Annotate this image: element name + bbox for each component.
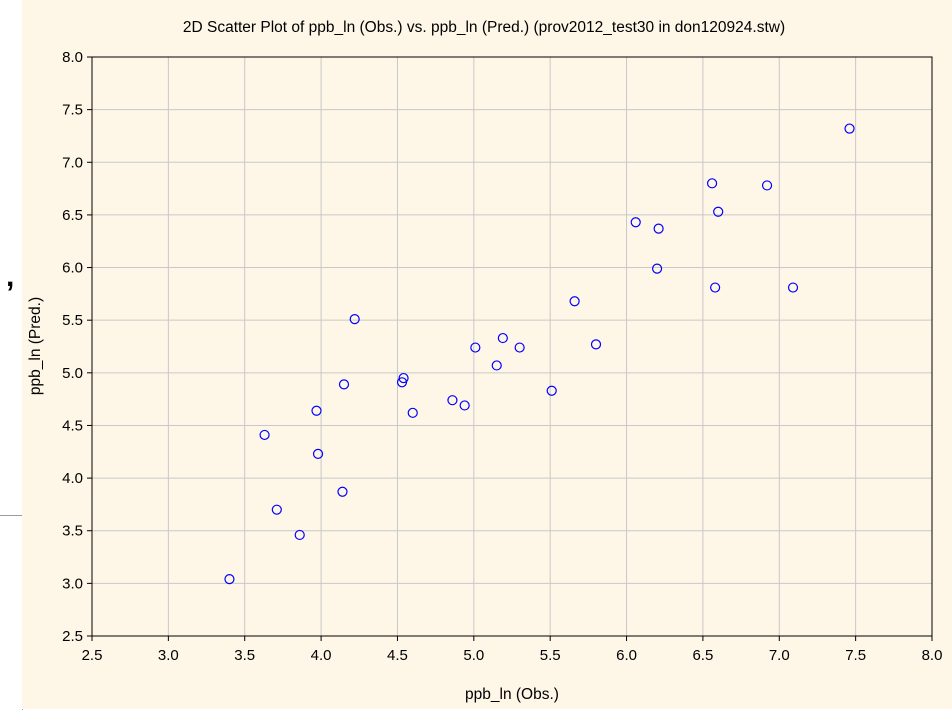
scatter-point [491, 360, 502, 371]
x-tick-label: 4.5 [387, 647, 408, 664]
scatter-point [844, 123, 855, 134]
x-tick-label: 7.0 [769, 647, 790, 664]
x-tick-label: 3.5 [234, 647, 255, 664]
scatter-point [497, 332, 508, 344]
chart-grid [92, 57, 932, 636]
x-tick-label: 4.0 [311, 647, 332, 664]
scatter-point [651, 263, 663, 274]
scatter-point [294, 529, 305, 541]
scatter-chart-panel [22, 0, 952, 709]
scatter-point [706, 178, 718, 189]
scatter-point [337, 486, 348, 497]
scatter-point [514, 342, 525, 353]
x-tick-label: 5.0 [463, 647, 484, 664]
y-tick-label: 6.5 [62, 207, 83, 224]
scatter-point [470, 342, 481, 353]
x-tick-label: 2.5 [82, 647, 103, 664]
scatter-point [569, 296, 580, 307]
scatter-point [459, 400, 470, 411]
x-tick-label: 6.5 [692, 647, 713, 664]
scatter-point [713, 206, 724, 217]
x-axis-label: ppb_ln (Obs.) [465, 686, 559, 703]
scatter-point [349, 314, 360, 325]
y-tick-label: 3.0 [62, 575, 83, 592]
scatter-point [407, 407, 418, 418]
y-tick-label: 6.0 [62, 260, 83, 277]
chart-title: 2D Scatter Plot of ppb_ln (Obs.) vs. ppb… [183, 19, 785, 36]
y-tick-label: 8.0 [62, 49, 83, 66]
scatter-point [311, 405, 322, 416]
x-tick-label: 7.5 [845, 647, 866, 664]
scatter-point [338, 379, 350, 390]
scatter-point [546, 385, 557, 396]
y-tick-label: 5.0 [62, 365, 83, 382]
y-axis-label: ppb_ln (Pred.) [27, 297, 44, 395]
x-tick-label: 5.5 [540, 647, 561, 664]
x-tick-label: 3.0 [158, 647, 179, 664]
scatter-point [630, 217, 641, 228]
y-tick-label: 7.0 [62, 154, 83, 171]
scatter-point [653, 223, 664, 234]
y-tick-label: 4.5 [62, 417, 83, 434]
scatter-point [398, 372, 409, 384]
data-points [224, 123, 855, 585]
x-tick-label: 8.0 [922, 647, 943, 664]
scatter-point [447, 395, 458, 406]
scatter-point [761, 180, 773, 191]
y-tick-label: 2.5 [62, 628, 83, 645]
scatter-point [396, 377, 408, 388]
x-axis-tick-labels: 2.5 3.0 3.5 4.0 4.5 5.0 5.5 6.0 6.5 7.0 7.5 8.0 [82, 647, 943, 664]
x-tick-label: 6.0 [616, 647, 637, 664]
scatter-point [224, 574, 235, 585]
background-text-fragment: , [6, 260, 15, 293]
y-tick-label: 3.5 [62, 523, 83, 540]
scatter-point [271, 504, 282, 515]
scatter-point [710, 282, 721, 293]
y-tick-label: 4.0 [62, 470, 83, 487]
scatter-point [590, 339, 602, 350]
axis-ticks [87, 56, 933, 641]
scatter-point [787, 282, 799, 293]
scatter-point [312, 448, 324, 459]
y-tick-label: 7.5 [62, 102, 83, 119]
y-axis-tick-labels: 2.5 3.0 3.5 4.0 4.5 5.0 5.5 6.0 6.5 7.0 7.5 8.0 [62, 49, 83, 645]
plot-area-frame [91, 56, 933, 637]
y-tick-label: 5.5 [62, 312, 83, 329]
scatter-point [259, 429, 270, 441]
